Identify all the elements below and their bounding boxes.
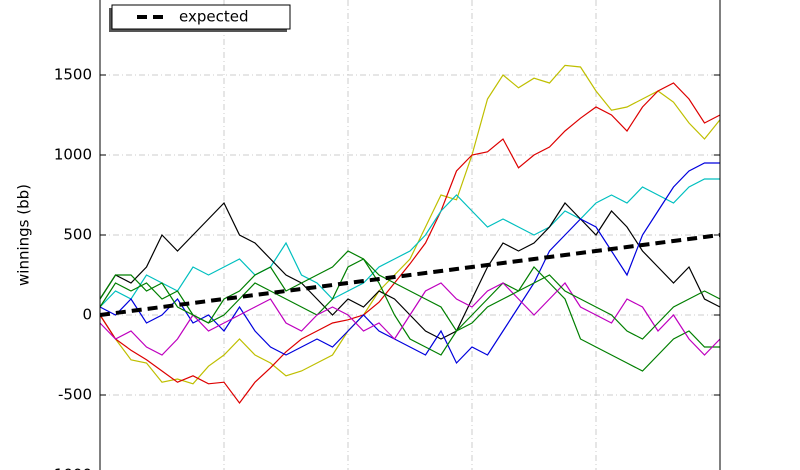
y-tick-label: 1500 (54, 66, 92, 84)
lines (99, 64, 721, 405)
series-line (99, 250, 721, 340)
series-line (99, 178, 720, 308)
legend-label: expected (179, 8, 248, 26)
y-tick-label: -500 (58, 386, 92, 404)
y-tick-label: 2000 (54, 0, 92, 4)
series-line (99, 201, 721, 340)
y-tick-label: 0 (82, 306, 92, 324)
series-line (99, 64, 721, 385)
y-tick-label: -1000 (48, 466, 92, 470)
series-line (99, 82, 721, 405)
series-line (99, 162, 720, 365)
y-axis-label: winnings (bb) (15, 184, 33, 286)
legend: expected (109, 4, 291, 32)
expected-line (99, 233, 721, 317)
series-line (99, 282, 721, 356)
y-tick-label: 500 (63, 226, 92, 244)
y-tick-label: 1000 (54, 146, 92, 164)
